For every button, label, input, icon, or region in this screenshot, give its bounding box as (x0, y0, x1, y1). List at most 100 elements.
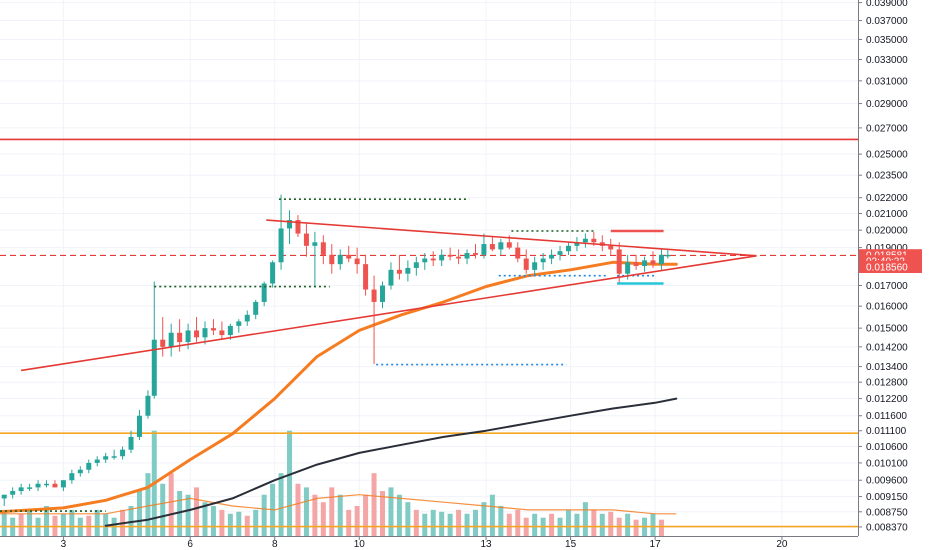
volume-bar (413, 509, 419, 536)
candle-body (295, 220, 301, 234)
price-tick-label: 0.008370 (866, 522, 908, 533)
volume-bar (128, 506, 134, 536)
volume-bar (320, 502, 326, 536)
candle-body (413, 262, 419, 268)
volume-bar (194, 487, 200, 536)
time-axis-background (0, 536, 932, 550)
candle-body (633, 262, 639, 267)
volume-bar (422, 513, 428, 536)
candle-body (422, 258, 428, 263)
volume-bar (219, 509, 225, 536)
candle-body (261, 283, 267, 302)
price-tick-label: 0.025000 (866, 150, 908, 161)
candle-body (574, 242, 580, 246)
price-tick-label: 0.014200 (866, 342, 908, 353)
volume-bar (625, 513, 631, 536)
volume-bar (177, 491, 183, 536)
price-tick-label: 0.039000 (866, 0, 908, 9)
volume-bar (337, 494, 343, 536)
candle-body (253, 301, 259, 315)
price-tick-label: 0.012800 (866, 378, 908, 389)
volume-bar (447, 513, 453, 536)
volume-bar (472, 509, 478, 536)
candle-body (481, 244, 487, 255)
price-tick-label: 0.010100 (866, 458, 908, 469)
volume-bar (464, 513, 470, 536)
candle-body (320, 242, 326, 255)
volume-bar (210, 506, 216, 536)
price-tag-label: 0.018560 (866, 262, 908, 273)
volume-bar (1, 511, 7, 536)
volume-bar (43, 506, 49, 536)
candle-body (52, 483, 58, 488)
price-tick-label: 0.017000 (866, 281, 908, 292)
candle-body (128, 436, 134, 450)
trendline (266, 219, 757, 257)
grid-layer (0, 0, 858, 536)
candle-body (650, 260, 656, 265)
price-tick-label: 0.009150 (866, 492, 908, 503)
candle-body (27, 487, 33, 489)
candle-body (43, 483, 49, 486)
volume-bar (515, 509, 521, 536)
candle-body (515, 247, 521, 259)
candle-body (202, 328, 208, 338)
candle-body (35, 483, 41, 488)
price-tick-label: 0.035000 (866, 35, 908, 46)
candle-body (177, 332, 183, 343)
candle-body (625, 262, 631, 274)
candle-body (18, 487, 24, 492)
price-tick-label: 0.029000 (866, 99, 908, 110)
candle-body (557, 251, 563, 255)
volume-bar (346, 509, 352, 536)
volume-bar (94, 509, 100, 536)
candle-body (111, 456, 117, 458)
volume-bar (405, 502, 411, 536)
volume-bar (278, 473, 284, 536)
candle-body (210, 328, 216, 331)
candle-body (532, 262, 538, 270)
price-tick-label: 0.037000 (866, 16, 908, 27)
candle-body (219, 330, 225, 336)
volume-bar (160, 483, 166, 536)
candle-body (565, 245, 571, 252)
volume-bar (481, 502, 487, 536)
volume-bar (456, 509, 462, 536)
candle-body (160, 339, 166, 347)
candle-body (270, 262, 276, 284)
candle-body (498, 242, 504, 250)
price-tick-label: 0.013400 (866, 362, 908, 373)
candle-body (396, 269, 402, 274)
volume-bar (633, 519, 639, 536)
volume-bar (565, 509, 571, 536)
candle-body (388, 269, 394, 286)
volume-bar (329, 487, 335, 536)
volume-bar (396, 494, 402, 536)
volume-bar (27, 509, 33, 536)
candle-body (523, 258, 529, 270)
candle-body (194, 330, 200, 338)
price-tick-label: 0.010600 (866, 442, 908, 453)
volume-bar (506, 513, 512, 536)
price-tick-label: 0.015000 (866, 324, 908, 335)
candle-body (658, 254, 664, 265)
price-tick-label: 0.012200 (866, 394, 908, 405)
moving-average-layer (0, 260, 678, 527)
volume-average-line (0, 494, 677, 515)
candle-body (244, 314, 250, 322)
price-tick-label: 0.031000 (866, 76, 908, 87)
candle-body (236, 321, 242, 326)
candle-body (363, 264, 369, 290)
candle-body (608, 245, 614, 250)
volume-bar (136, 491, 142, 536)
trendline (21, 254, 757, 372)
time-tick-label: 20 (776, 539, 788, 550)
candle-body (371, 289, 377, 302)
candle-body (303, 233, 309, 246)
volume-bar (582, 502, 588, 536)
candle-body (642, 260, 648, 267)
candle-body (60, 480, 66, 488)
price-tick-label: 0.008750 (866, 507, 908, 518)
